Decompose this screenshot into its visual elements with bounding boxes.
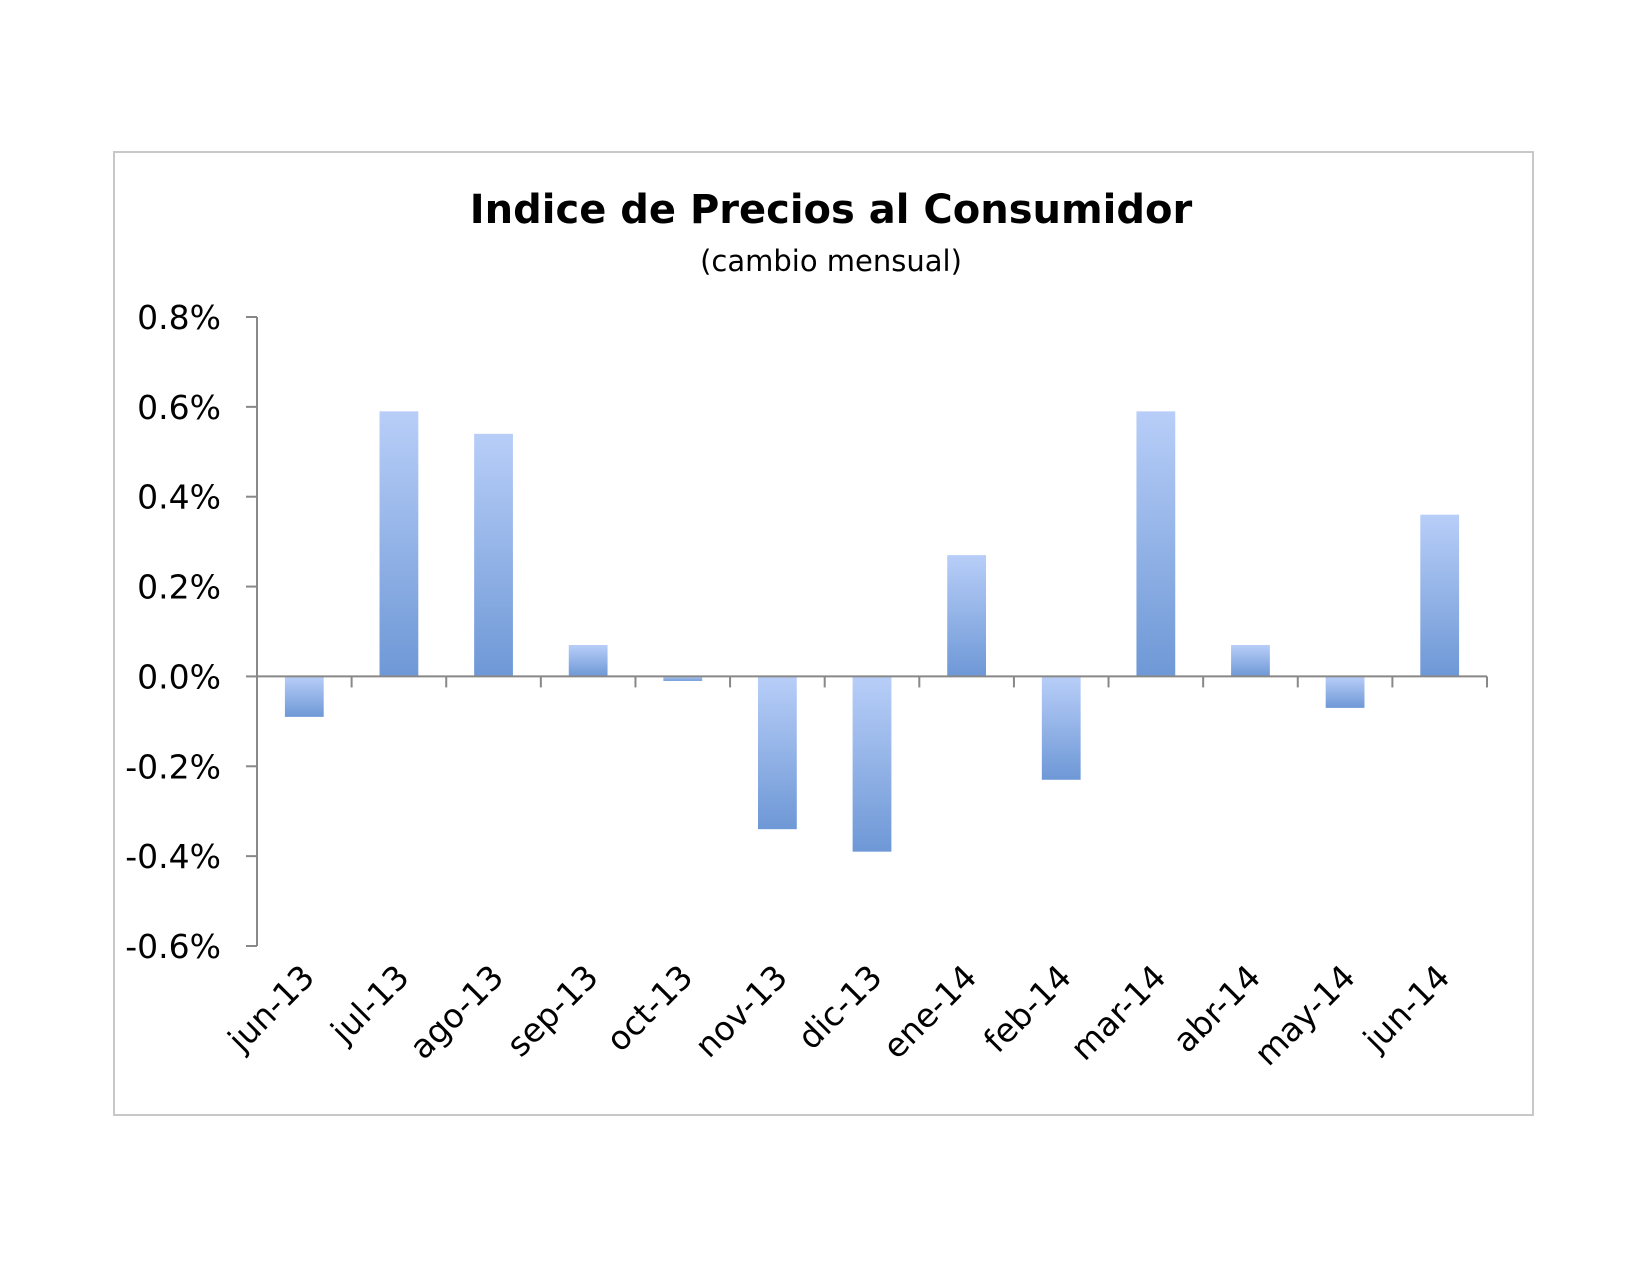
x-tick-label: mar-14 [1063, 957, 1174, 1068]
bar-ago-13 [474, 433, 513, 677]
bar-jun-14 [1420, 514, 1460, 677]
x-tick-label: dic-13 [790, 957, 890, 1057]
bar-nov-13 [757, 676, 797, 830]
x-tick-label: may-14 [1247, 957, 1363, 1073]
y-tick-label: 0.0% [137, 657, 221, 696]
bar-ene-14 [947, 555, 987, 677]
bar-dic-13 [852, 676, 892, 852]
chart-frame: Indice de Precios al Consumidor (cambio … [113, 151, 1534, 1116]
x-tick-label: oct-13 [598, 957, 700, 1059]
x-tick-label: feb-14 [976, 957, 1079, 1060]
bar-sep-13 [568, 644, 608, 677]
bar-abr-14 [1231, 644, 1270, 677]
x-tick-label: jun-13 [220, 957, 322, 1059]
x-tick-label: sep-13 [499, 957, 606, 1064]
bar-jun-13 [284, 676, 324, 717]
x-axis-ticks: jun-13 jul-13ago-13sep-13oct-13nov-13dic-… [220, 957, 1458, 1073]
y-tick-label: 0.8% [137, 298, 221, 337]
y-tick-label: -0.4% [125, 837, 221, 876]
bar-mar-14 [1136, 411, 1176, 677]
y-tick-label: 0.4% [137, 478, 221, 517]
y-tick-label: 0.2% [137, 568, 221, 607]
y-axis-ticks: 0.8% 0.6% 0.4% 0.2% 0.0% -0.2% -0.4% -0.6% [125, 298, 257, 966]
chart-title: Indice de Precios al Consumidor [470, 187, 1193, 233]
axes [256, 317, 1488, 946]
chart-subtitle: (cambio mensual) [700, 244, 962, 278]
x-tick-label: ene-14 [875, 957, 984, 1066]
bar-jul-13 [379, 411, 419, 677]
bar-oct-13 [663, 676, 703, 681]
x-tick-label: nov-13 [687, 957, 795, 1065]
y-tick-label: -0.6% [125, 927, 221, 966]
x-tick-label: ago-13 [402, 957, 512, 1067]
x-tick-label: jun-14 [1355, 957, 1457, 1059]
bars [284, 411, 1460, 852]
bar-may-14 [1325, 676, 1365, 708]
chart-svg: Indice de Precios al Consumidor (cambio … [125, 187, 1488, 1073]
y-tick-label: -0.2% [125, 747, 221, 786]
y-tick-label: 0.6% [137, 388, 221, 427]
bar-feb-14 [1041, 676, 1081, 780]
